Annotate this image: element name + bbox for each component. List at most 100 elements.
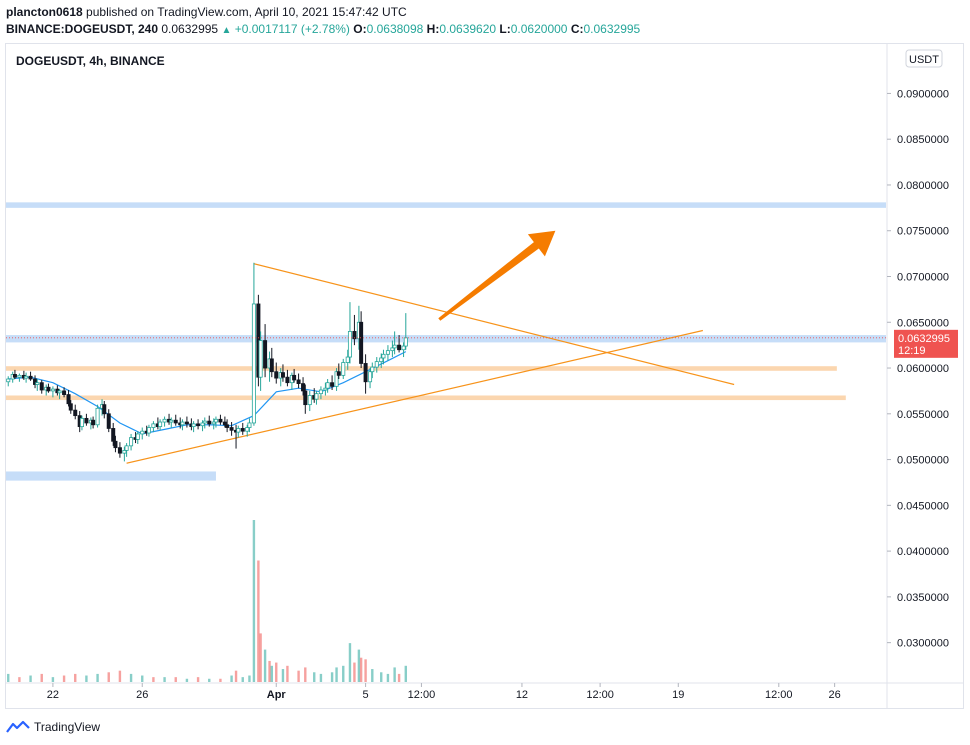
volume-bar <box>74 673 77 682</box>
x-tick-label: 5 <box>363 689 369 701</box>
candle-body <box>196 423 201 427</box>
volume-bar <box>248 675 251 682</box>
y-tick-label: 0.0450000 <box>897 500 949 512</box>
chart-legend: DOGEUSDT, 4h, BINANCE <box>16 54 165 68</box>
y-tick-label: 0.0600000 <box>897 363 949 375</box>
volume-bar <box>268 660 271 682</box>
chart-frame[interactable] <box>5 43 964 709</box>
price-badge-countdown: 12:19 <box>898 345 926 357</box>
candle-body <box>200 422 205 427</box>
currency-badge: USDT <box>909 54 939 66</box>
volume-bar <box>257 560 260 682</box>
published-text: published on TradingView.com, April 10, … <box>86 5 407 19</box>
candle-body <box>401 345 406 351</box>
candle-body <box>57 390 62 394</box>
candle-body <box>274 371 279 379</box>
volume-bar <box>404 665 407 682</box>
moving-average-line <box>8 351 407 435</box>
trendline-1 <box>253 263 735 386</box>
candle-body <box>140 430 145 435</box>
volume-bar <box>270 665 273 682</box>
x-tick-label: 26 <box>136 689 148 701</box>
x-tick-label: Apr <box>267 689 287 701</box>
candle-body <box>245 427 250 432</box>
candle-body <box>247 422 252 428</box>
volume-bar <box>51 677 55 682</box>
candle-body <box>345 356 350 363</box>
candle-body <box>347 331 352 358</box>
candle-body <box>68 403 73 411</box>
candle-body <box>251 303 256 424</box>
volume-bar <box>18 677 21 682</box>
volume-bar <box>357 649 361 682</box>
tradingview-logo-icon[interactable] <box>6 720 30 734</box>
close-label: C: <box>570 22 584 36</box>
y-tick-label: 0.0850000 <box>897 134 949 146</box>
candle-body <box>379 357 384 363</box>
open-label: O: <box>353 22 367 36</box>
y-tick-label: 0.0400000 <box>897 546 949 558</box>
candle-body <box>24 375 29 379</box>
price-badge-value: 0.0632995 <box>898 333 950 345</box>
candle-body <box>191 423 196 428</box>
candle-body <box>50 388 55 392</box>
volume-bar <box>281 669 285 682</box>
candle-body <box>385 350 390 355</box>
zone-blue-4 <box>6 471 216 481</box>
y-tick-label: 0.0700000 <box>897 271 949 283</box>
candle-body <box>285 376 290 384</box>
candle-body <box>392 344 397 349</box>
volume-bar <box>152 677 155 682</box>
volume-bar <box>219 678 222 682</box>
candle-body <box>184 421 189 425</box>
x-tick-label: 12:00 <box>408 689 436 701</box>
volume-bar <box>364 659 367 682</box>
price-badge-box <box>894 329 958 358</box>
candle-body <box>363 363 368 383</box>
candle-body <box>240 428 245 432</box>
candle-body <box>84 417 89 424</box>
y-tick-label: 0.0800000 <box>897 180 949 192</box>
candle-body <box>397 344 402 351</box>
y-tick-label: 0.0500000 <box>897 455 949 467</box>
y-tick-label: 0.0650000 <box>897 317 949 329</box>
candle-body <box>135 433 140 440</box>
volume-bar <box>393 667 396 682</box>
volume-bar <box>29 675 32 682</box>
y-tick-label: 0.0300000 <box>897 638 949 650</box>
volume-bar <box>96 673 99 682</box>
candle-body <box>162 418 167 423</box>
candle-body <box>390 347 395 352</box>
volume-bar <box>380 672 383 682</box>
candle-body <box>62 390 67 395</box>
candle-body <box>202 420 207 424</box>
candle-body <box>225 424 230 428</box>
volume-bar <box>196 677 200 682</box>
volume-bar <box>62 675 66 682</box>
high-label: H: <box>426 22 440 36</box>
candle-body <box>263 340 268 369</box>
candle-body <box>314 393 319 400</box>
candle-body <box>66 394 71 405</box>
volume-bar <box>297 670 300 682</box>
volume-bar <box>353 662 356 682</box>
volume-bar <box>40 673 43 682</box>
candle-body <box>6 378 11 383</box>
volume-bar <box>208 678 211 682</box>
candle-body <box>158 421 163 428</box>
volume-bar <box>304 667 307 682</box>
zone-blue-0 <box>6 202 886 208</box>
y-tick-label: 0.0550000 <box>897 409 949 421</box>
candle-body <box>73 409 78 417</box>
currency-badge-box <box>905 49 943 68</box>
footer-brand[interactable]: TradingView <box>34 720 101 734</box>
candle-body <box>222 421 227 426</box>
candle-body <box>341 362 346 376</box>
publisher-name[interactable]: plancton0618 <box>6 5 83 19</box>
candle-body <box>381 353 386 359</box>
candle-body <box>113 440 118 449</box>
x-tick-label: 12 <box>516 689 528 701</box>
candle-body <box>17 374 22 378</box>
candle-body <box>301 383 306 392</box>
